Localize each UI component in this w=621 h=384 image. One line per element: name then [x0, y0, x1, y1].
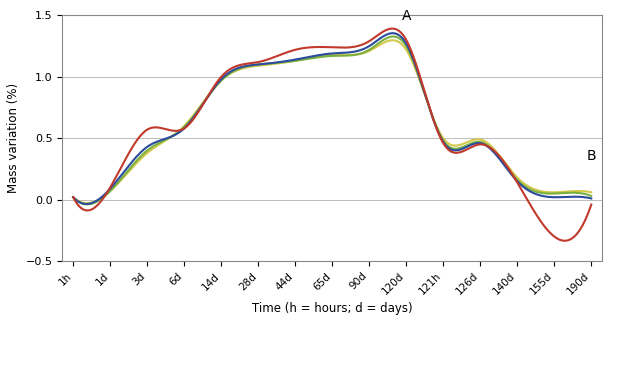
10 mm	[448, 147, 456, 152]
5 mm	[70, 195, 77, 200]
Line: 15 mm: 15 mm	[73, 28, 591, 241]
0 mm	[446, 142, 453, 147]
0 mm	[389, 38, 396, 43]
15 mm	[447, 149, 455, 154]
X-axis label: Time (h = hours; d = days): Time (h = hours; d = days)	[252, 302, 412, 315]
0 mm	[70, 195, 77, 200]
Line: 10 mm: 10 mm	[73, 33, 591, 204]
15 mm	[274, 53, 282, 58]
15 mm	[587, 202, 595, 207]
5 mm	[84, 202, 91, 207]
0 mm	[398, 42, 406, 46]
15 mm	[132, 140, 139, 145]
10 mm	[276, 60, 283, 65]
Line: 0 mm: 0 mm	[73, 40, 591, 203]
Text: B: B	[586, 149, 596, 163]
5 mm	[446, 145, 453, 149]
15 mm	[389, 26, 396, 31]
10 mm	[398, 35, 406, 40]
10 mm	[389, 31, 396, 35]
15 mm	[561, 238, 569, 243]
0 mm	[84, 201, 91, 205]
15 mm	[70, 195, 77, 200]
15 mm	[445, 147, 452, 152]
15 mm	[397, 30, 404, 35]
Text: A: A	[402, 9, 411, 23]
0 mm	[276, 61, 283, 66]
0 mm	[587, 190, 595, 195]
10 mm	[133, 154, 140, 159]
5 mm	[276, 60, 283, 65]
10 mm	[587, 196, 595, 201]
5 mm	[448, 146, 456, 151]
15 mm	[238, 62, 246, 67]
Y-axis label: Mass variation (%): Mass variation (%)	[7, 83, 20, 193]
0 mm	[448, 143, 456, 147]
10 mm	[70, 195, 77, 200]
0 mm	[133, 161, 140, 165]
10 mm	[83, 202, 90, 206]
0 mm	[240, 66, 247, 71]
5 mm	[389, 34, 396, 39]
5 mm	[587, 194, 595, 198]
5 mm	[240, 65, 247, 70]
10 mm	[446, 146, 453, 151]
10 mm	[240, 64, 247, 69]
5 mm	[133, 158, 140, 163]
Line: 5 mm: 5 mm	[73, 36, 591, 204]
5 mm	[398, 38, 406, 43]
